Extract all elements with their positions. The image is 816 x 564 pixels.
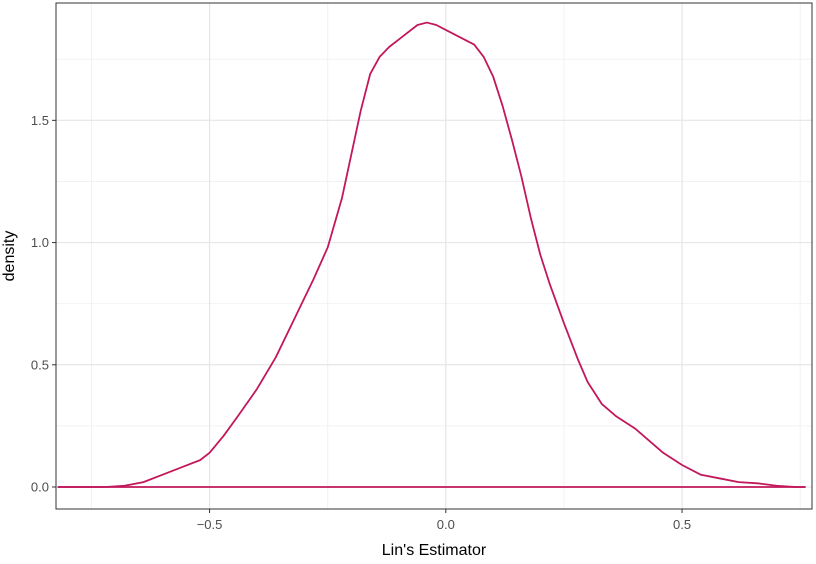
x-tick-label: 0.0 [437, 517, 455, 532]
x-tick-label: 0.5 [673, 517, 691, 532]
y-axis-title: density [1, 231, 18, 282]
y-axis: 0.0 0.5 1.0 1.5 [31, 113, 56, 495]
y-tick-label: 0.5 [31, 357, 49, 372]
y-tick-label: 1.5 [31, 113, 49, 128]
plot-panel-background [56, 3, 812, 509]
minor-grid [56, 3, 812, 509]
density-curve [57, 21, 806, 488]
plot-panel-border [55, 2, 813, 510]
x-axis-title: Lin's Estimator [382, 542, 487, 559]
x-tick-label: −0.5 [197, 517, 223, 532]
y-tick-label: 0.0 [31, 480, 49, 495]
series-layer [57, 21, 806, 488]
y-tick-label: 1.0 [31, 235, 49, 250]
x-axis: −0.5 0.0 0.5 [197, 509, 691, 532]
